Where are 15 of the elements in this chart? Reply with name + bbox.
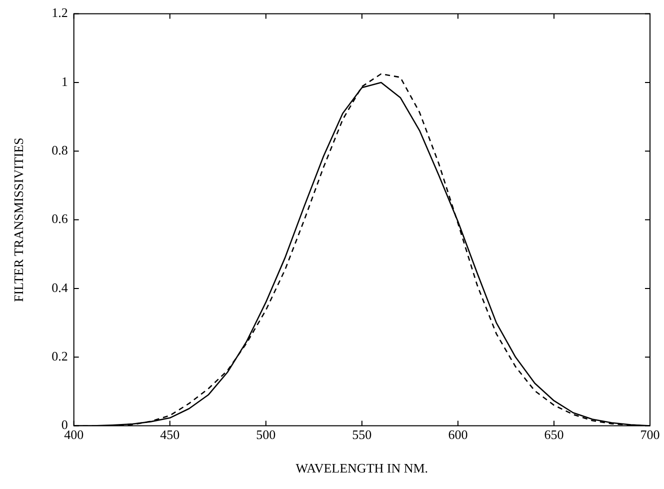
x-tick-label: 600 [448, 427, 468, 442]
y-tick-label: 0.8 [52, 142, 68, 158]
x-tick-label: 700 [640, 427, 660, 442]
y-tick-label: 0.4 [52, 280, 68, 295]
x-tick-label: 500 [256, 427, 276, 442]
y-tick-label: 0.2 [52, 348, 68, 364]
x-axis-title: WAVELENGTH IN NM. [296, 460, 428, 476]
y-tick-label: 0 [61, 417, 68, 432]
y-tick-label: 1.2 [52, 5, 68, 20]
x-tick-label: 650 [544, 427, 564, 442]
x-tick-label: 550 [352, 427, 372, 442]
y-tick-label: 1 [61, 74, 68, 89]
y-tick-label: 0.6 [52, 211, 68, 226]
x-tick-label: 450 [160, 427, 180, 442]
y-axis-title: FILTER TRANSMISSIVITIES [11, 138, 26, 302]
